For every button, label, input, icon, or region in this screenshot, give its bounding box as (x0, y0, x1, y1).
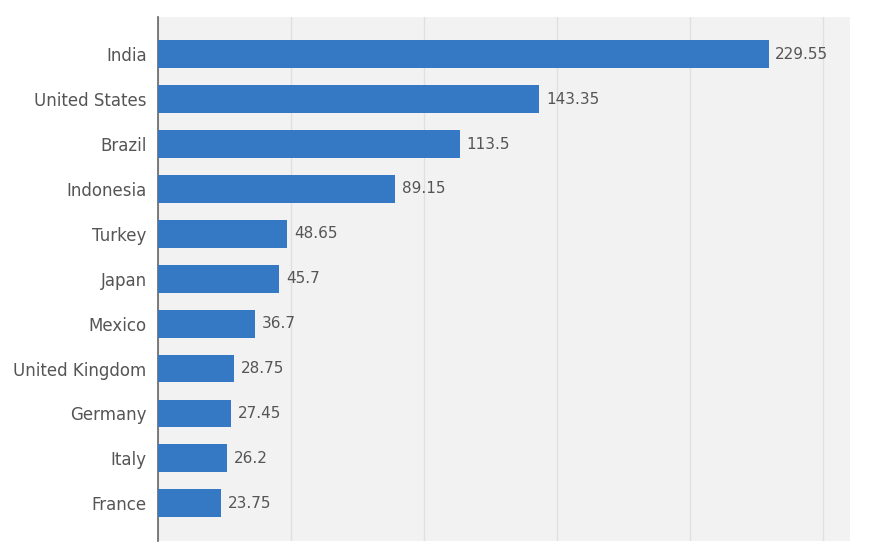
Bar (158, 310, 256, 338)
Bar (158, 444, 228, 472)
Text: 229.55: 229.55 (775, 47, 829, 62)
Text: 113.5: 113.5 (466, 136, 510, 152)
Text: 48.65: 48.65 (293, 226, 337, 241)
Text: 23.75: 23.75 (228, 496, 271, 511)
Text: 27.45: 27.45 (237, 406, 281, 421)
Text: 45.7: 45.7 (286, 271, 320, 286)
Text: 28.75: 28.75 (241, 361, 284, 376)
Bar (158, 220, 287, 248)
Text: 143.35: 143.35 (546, 92, 599, 107)
Bar (158, 175, 395, 203)
Bar (158, 40, 768, 68)
Bar (158, 354, 234, 383)
Text: 36.7: 36.7 (262, 316, 296, 331)
Text: 26.2: 26.2 (234, 451, 268, 466)
Bar (158, 130, 460, 158)
Bar (158, 489, 221, 517)
Bar (158, 265, 279, 293)
Bar (158, 86, 540, 113)
Bar (158, 400, 230, 427)
Text: 89.15: 89.15 (401, 182, 445, 197)
